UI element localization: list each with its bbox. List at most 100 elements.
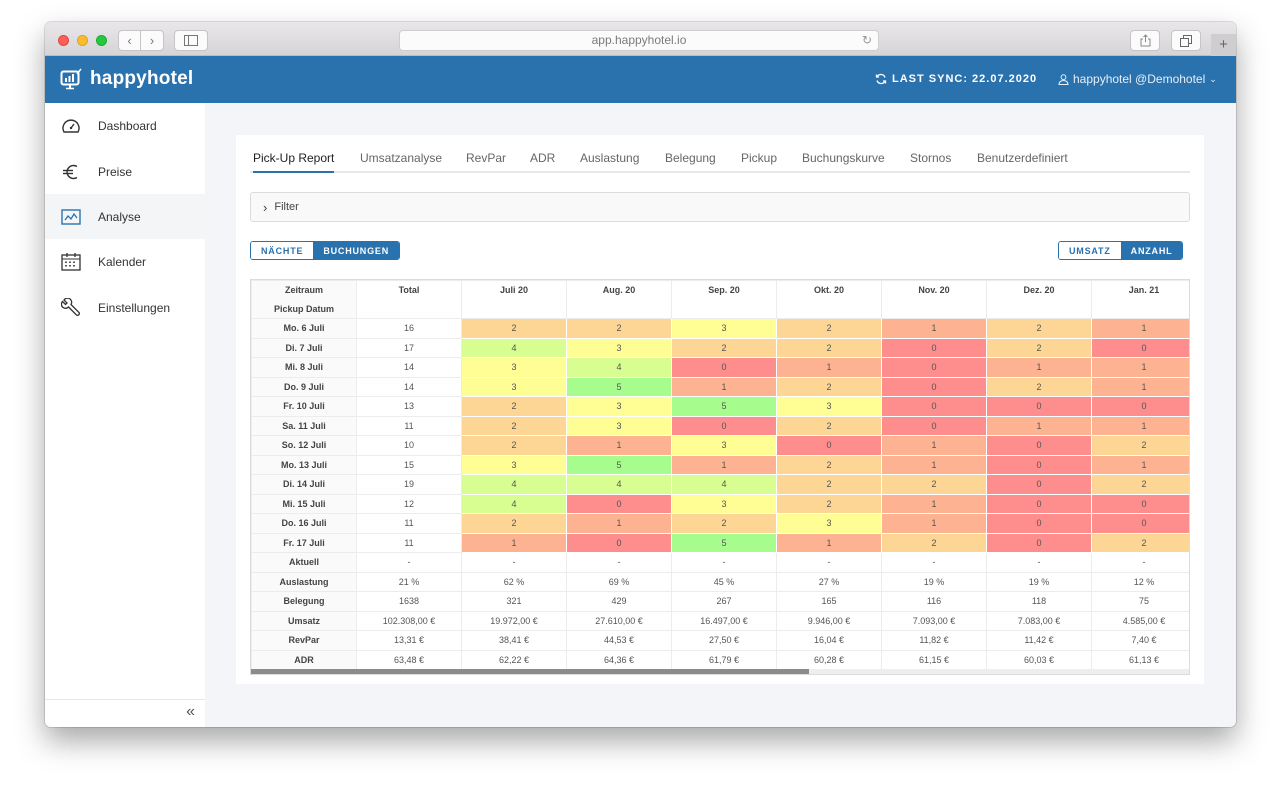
share-button[interactable] xyxy=(1130,30,1160,51)
column-header[interactable]: Nov. 20 xyxy=(881,280,987,319)
heatmap-cell[interactable]: 2 xyxy=(461,435,567,456)
heatmap-cell[interactable]: 0 xyxy=(1091,337,1189,358)
heatmap-cell[interactable]: 1 xyxy=(566,435,672,456)
heatmap-cell[interactable]: 3 xyxy=(776,513,882,534)
filter-panel-toggle[interactable]: › Filter xyxy=(250,192,1190,222)
heatmap-cell[interactable]: 4 xyxy=(461,474,567,495)
heatmap-cell[interactable]: 0 xyxy=(881,376,987,397)
heatmap-cell[interactable]: 2 xyxy=(1091,474,1189,495)
heatmap-cell[interactable]: 2 xyxy=(776,474,882,495)
column-header[interactable]: Sep. 20 xyxy=(671,280,777,319)
sidebar-item-analyse[interactable]: Analyse xyxy=(45,194,205,239)
heatmap-cell[interactable]: 3 xyxy=(776,396,882,417)
sidebar-item-preise[interactable]: Preise xyxy=(45,149,205,194)
user-menu[interactable]: happyhotel @Demohotel ⌄ xyxy=(1058,72,1217,86)
sidebar-toggle-button[interactable] xyxy=(174,30,208,51)
heatmap-cell[interactable]: 0 xyxy=(986,493,1092,514)
heatmap-cell[interactable]: 1 xyxy=(461,532,567,553)
heatmap-cell[interactable]: 2 xyxy=(881,532,987,553)
column-header[interactable]: Jan. 21 xyxy=(1091,280,1189,319)
forward-button[interactable]: › xyxy=(141,30,164,51)
heatmap-cell[interactable]: 3 xyxy=(566,396,672,417)
back-button[interactable]: ‹ xyxy=(118,30,141,51)
toggle-buchungen[interactable]: BUCHUNGEN xyxy=(313,242,400,259)
heatmap-cell[interactable]: 4 xyxy=(671,474,777,495)
heatmap-cell[interactable]: 0 xyxy=(776,435,882,456)
heatmap-cell[interactable]: 1 xyxy=(1091,454,1189,475)
heatmap-cell[interactable]: 2 xyxy=(671,337,777,358)
toggle-anzahl[interactable]: ANZAHL xyxy=(1120,242,1183,259)
heatmap-cell[interactable]: 3 xyxy=(671,493,777,514)
heatmap-cell[interactable]: 3 xyxy=(461,376,567,397)
heatmap-cell[interactable]: 3 xyxy=(566,337,672,358)
heatmap-cell[interactable]: 1 xyxy=(881,454,987,475)
heatmap-cell[interactable]: 1 xyxy=(881,318,987,339)
heatmap-cell[interactable]: 1 xyxy=(1091,318,1189,339)
heatmap-cell[interactable]: 1 xyxy=(881,513,987,534)
tab-pickup[interactable]: Pickup xyxy=(741,151,778,165)
address-bar[interactable]: app.happyhotel.io ↻ xyxy=(399,30,879,51)
heatmap-cell[interactable]: 0 xyxy=(986,454,1092,475)
last-sync-status[interactable]: LAST SYNC: 22.07.2020 xyxy=(875,73,1037,85)
tab-auslastung[interactable]: Auslastung xyxy=(580,151,640,165)
column-header[interactable]: Juli 20 xyxy=(461,280,567,319)
heatmap-cell[interactable]: 3 xyxy=(461,454,567,475)
heatmap-cell[interactable]: 2 xyxy=(986,318,1092,339)
toggle-umsatz[interactable]: UMSATZ xyxy=(1059,242,1121,259)
heatmap-cell[interactable]: 0 xyxy=(986,435,1092,456)
heatmap-cell[interactable]: 1 xyxy=(881,493,987,514)
heatmap-cell[interactable]: 5 xyxy=(566,454,672,475)
heatmap-cell[interactable]: 0 xyxy=(881,357,987,378)
heatmap-cell[interactable]: 1 xyxy=(986,415,1092,436)
heatmap-cell[interactable]: 0 xyxy=(566,532,672,553)
heatmap-cell[interactable]: 1 xyxy=(1091,415,1189,436)
heatmap-cell[interactable]: 2 xyxy=(986,337,1092,358)
sidebar-item-einstellungen[interactable]: Einstellungen xyxy=(45,285,205,330)
column-header[interactable]: Aug. 20 xyxy=(566,280,672,319)
heatmap-cell[interactable]: 1 xyxy=(776,357,882,378)
heatmap-cell[interactable]: 2 xyxy=(461,318,567,339)
tab-adr[interactable]: ADR xyxy=(530,151,556,165)
column-header[interactable]: Total xyxy=(356,280,462,319)
heatmap-cell[interactable]: 3 xyxy=(461,357,567,378)
brand-logo[interactable]: happyhotel xyxy=(60,68,193,90)
heatmap-cell[interactable]: 0 xyxy=(986,396,1092,417)
heatmap-cell[interactable]: 1 xyxy=(566,513,672,534)
heatmap-cell[interactable]: 1 xyxy=(881,435,987,456)
heatmap-cell[interactable]: 2 xyxy=(881,474,987,495)
heatmap-cell[interactable]: 1 xyxy=(1091,376,1189,397)
heatmap-cell[interactable]: 4 xyxy=(566,474,672,495)
heatmap-cell[interactable]: 0 xyxy=(986,513,1092,534)
collapse-sidebar-icon[interactable]: « xyxy=(186,703,195,720)
heatmap-cell[interactable]: 2 xyxy=(671,513,777,534)
new-tab-button[interactable]: + xyxy=(1211,34,1236,56)
heatmap-cell[interactable]: 2 xyxy=(776,318,882,339)
heatmap-cell[interactable]: 0 xyxy=(566,493,672,514)
heatmap-cell[interactable]: 3 xyxy=(671,435,777,456)
heatmap-cell[interactable]: 2 xyxy=(776,415,882,436)
tab-revpar[interactable]: RevPar xyxy=(466,151,507,165)
heatmap-cell[interactable]: 0 xyxy=(671,357,777,378)
heatmap-cell[interactable]: 2 xyxy=(1091,435,1189,456)
tab-buchungskurve[interactable]: Buchungskurve xyxy=(802,151,885,165)
heatmap-cell[interactable]: 4 xyxy=(461,337,567,358)
heatmap-cell[interactable]: 3 xyxy=(671,318,777,339)
heatmap-cell[interactable]: 4 xyxy=(566,357,672,378)
horizontal-scrollbar[interactable] xyxy=(251,669,1189,674)
toggle-naechte[interactable]: NÄCHTE xyxy=(251,242,314,259)
heatmap-cell[interactable]: 5 xyxy=(671,396,777,417)
heatmap-cell[interactable]: 3 xyxy=(566,415,672,436)
heatmap-cell[interactable]: 0 xyxy=(671,415,777,436)
heatmap-cell[interactable]: 2 xyxy=(1091,532,1189,553)
heatmap-cell[interactable]: 1 xyxy=(1091,357,1189,378)
tab-umsatzanalyse[interactable]: Umsatzanalyse xyxy=(360,151,443,165)
heatmap-cell[interactable]: 2 xyxy=(461,396,567,417)
reload-icon[interactable]: ↻ xyxy=(861,33,872,47)
heatmap-cell[interactable]: 2 xyxy=(776,376,882,397)
column-header[interactable]: Okt. 20 xyxy=(776,280,882,319)
heatmap-cell[interactable]: 1 xyxy=(671,454,777,475)
tab-belegung[interactable]: Belegung xyxy=(665,151,716,165)
heatmap-cell[interactable]: 0 xyxy=(986,532,1092,553)
maximize-window-button[interactable] xyxy=(96,35,107,46)
heatmap-cell[interactable]: 0 xyxy=(986,474,1092,495)
